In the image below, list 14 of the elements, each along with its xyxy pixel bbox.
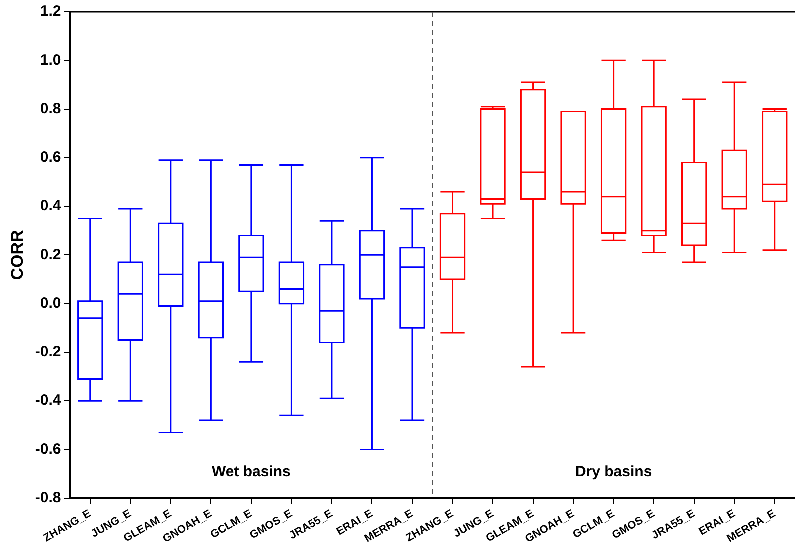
y-tick-label: 0.2 [40,246,62,264]
y-tick-label: 0.6 [40,149,62,166]
annotation: Dry basins [575,463,652,480]
y-tick-label: 1.2 [40,3,62,20]
y-tick-label: 0.4 [40,198,62,215]
y-tick-label: 0.8 [40,100,62,118]
annotation: Wet basins [212,463,291,480]
y-axis-title: CORR [8,230,27,280]
y-tick-label: 1.0 [40,52,62,69]
y-tick-label: -0.4 [35,392,62,410]
y-tick-label: -0.8 [35,490,62,507]
y-tick-label: -0.6 [35,440,62,458]
y-tick-label: -0.2 [35,344,62,361]
y-tick-label: 0.0 [40,294,62,312]
